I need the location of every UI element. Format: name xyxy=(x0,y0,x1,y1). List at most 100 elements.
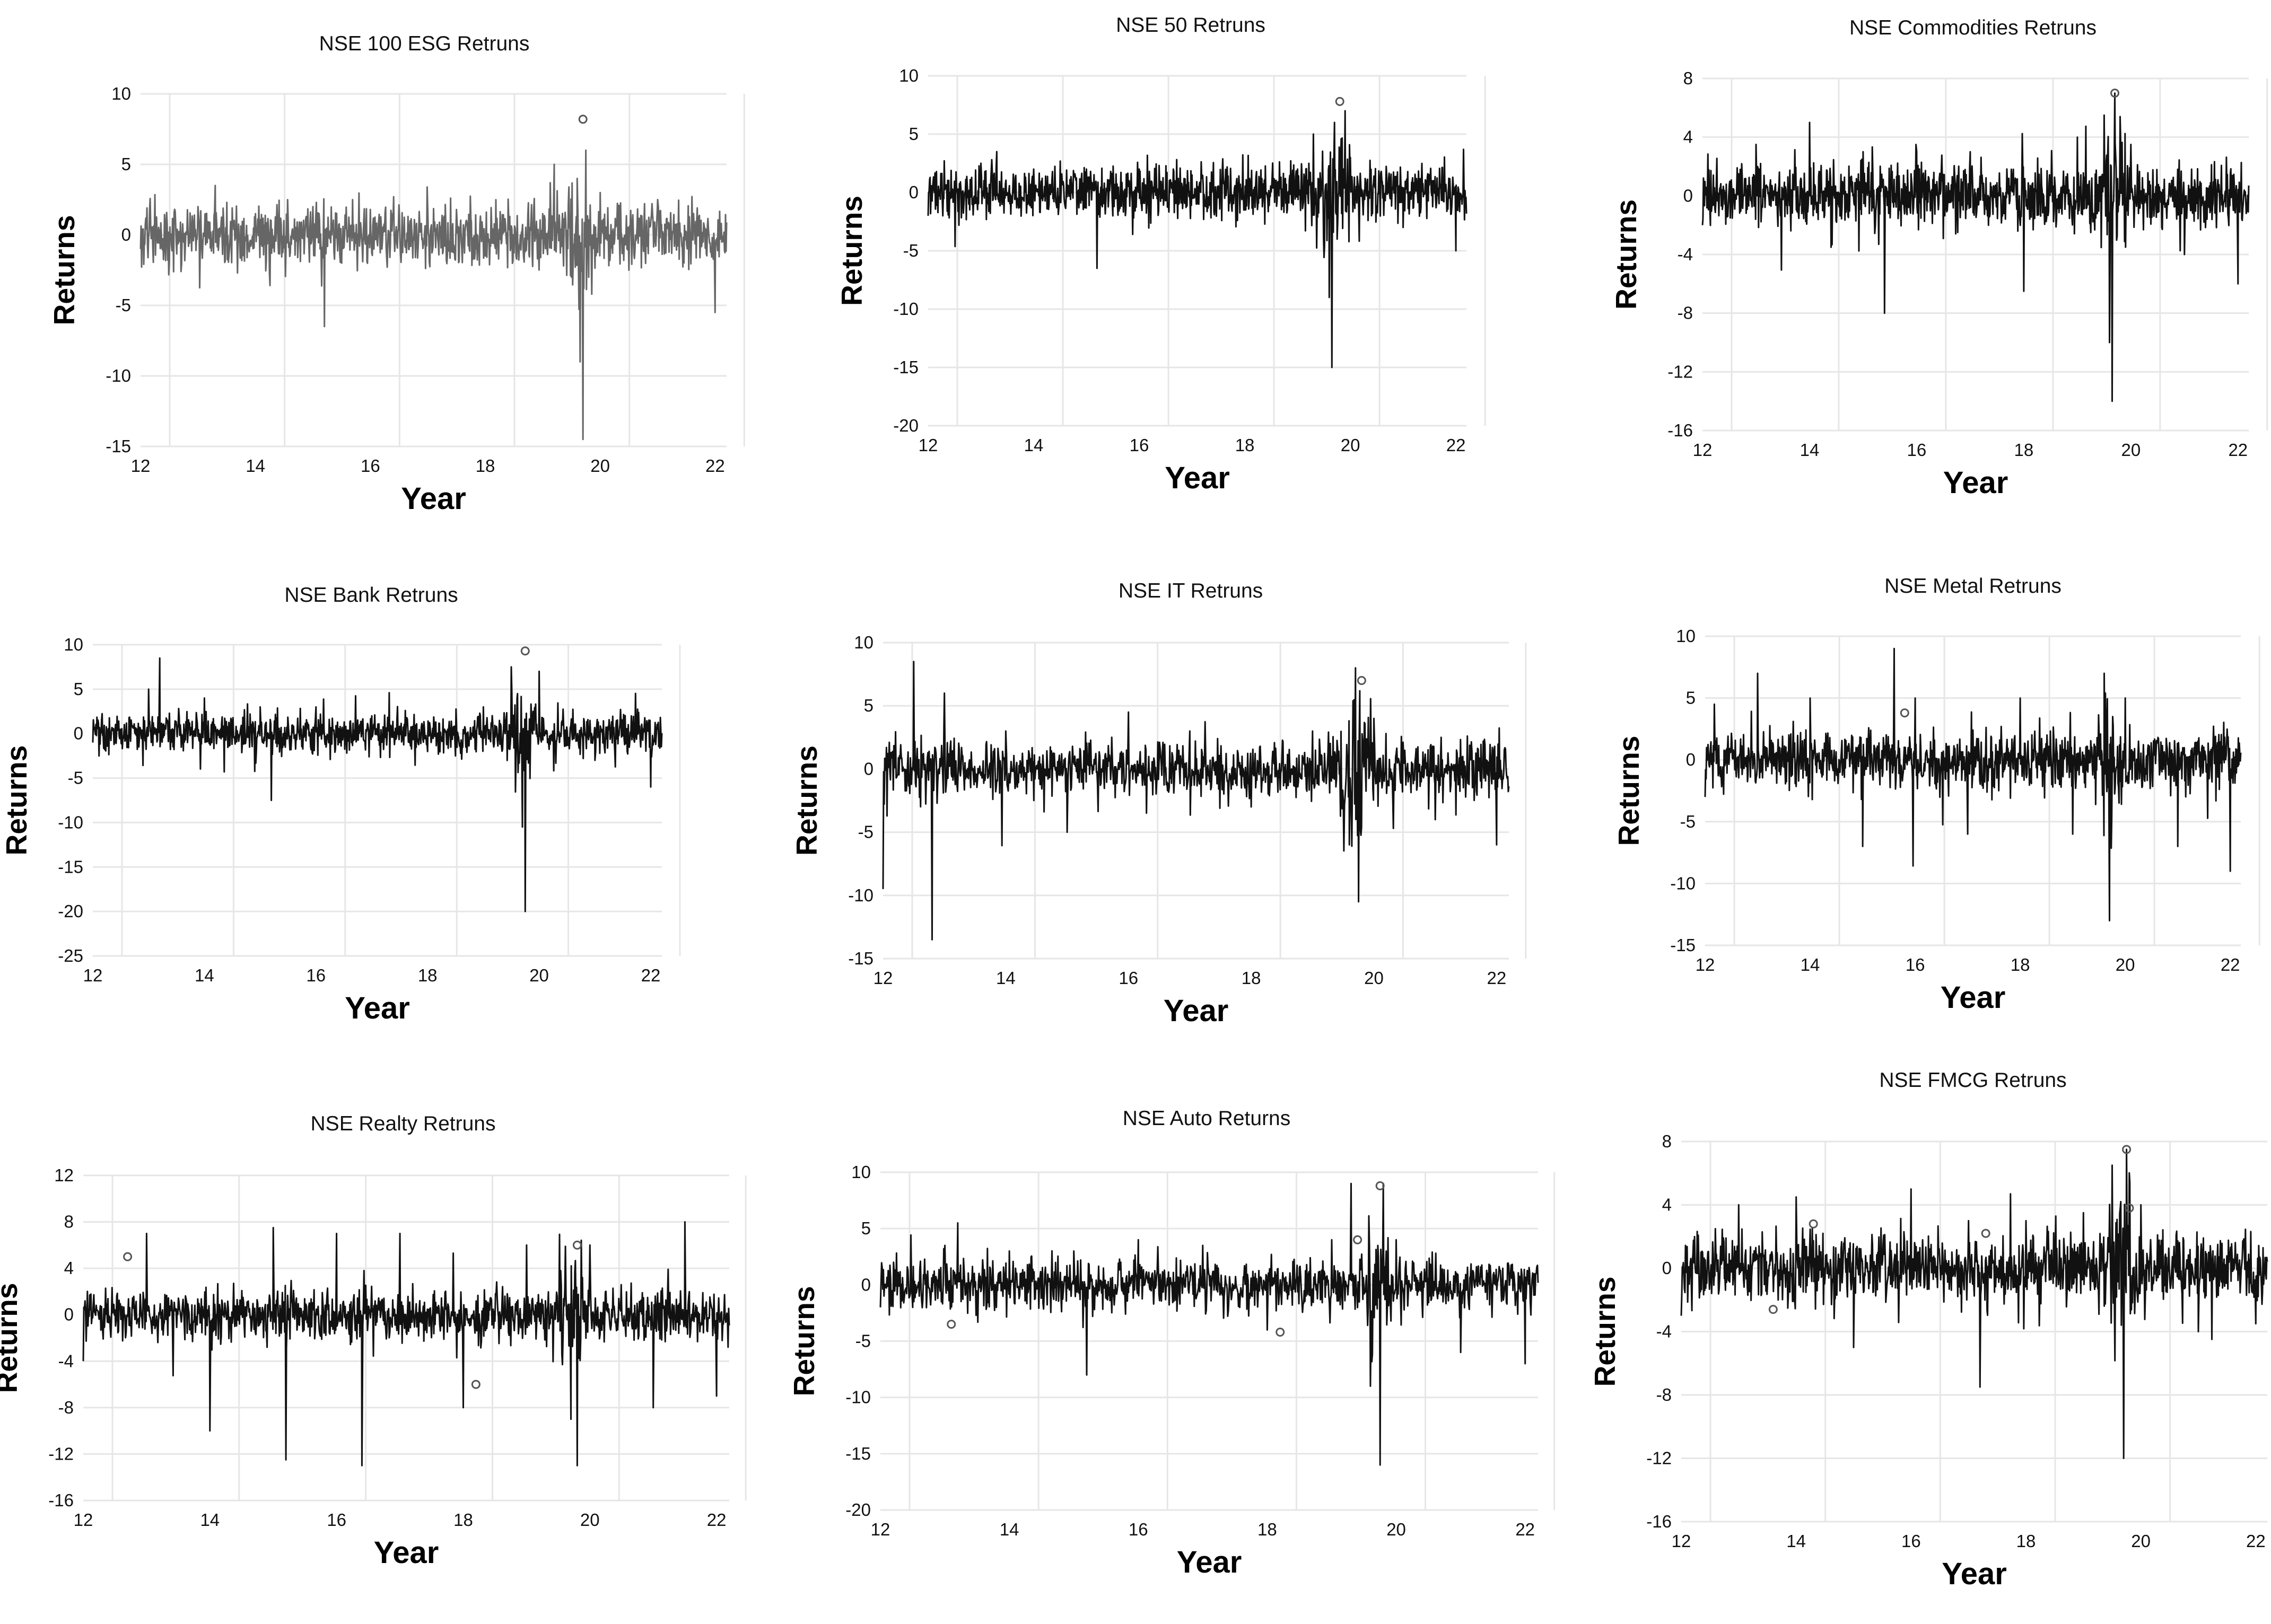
y-tick-label: -15 xyxy=(848,949,874,968)
y-tick-label: -10 xyxy=(845,1388,871,1407)
x-tick-label: 16 xyxy=(361,456,380,476)
x-tick-label: 22 xyxy=(1446,435,1466,455)
y-tick-label: 4 xyxy=(1662,1195,1672,1215)
y-tick-label: -5 xyxy=(116,295,131,315)
y-tick-label: -12 xyxy=(1667,362,1693,381)
x-tick-label: 20 xyxy=(1386,1520,1406,1539)
y-tick-label: -15 xyxy=(893,357,919,377)
y-axis-label: Returns xyxy=(48,215,81,326)
y-tick-label: -10 xyxy=(893,299,919,319)
y-tick-label: 0 xyxy=(861,1275,871,1294)
outlier-marker xyxy=(1981,1228,1990,1238)
y-tick-label: -10 xyxy=(848,885,874,905)
x-tick-label: 22 xyxy=(1515,1520,1535,1539)
y-tick-label: -5 xyxy=(858,822,874,842)
returns-series-line xyxy=(1680,1148,2268,1459)
x-tick-label: 22 xyxy=(707,1510,727,1530)
returns-series-line xyxy=(882,661,1510,941)
y-tick-label: -4 xyxy=(1678,244,1693,264)
y-tick-label: 5 xyxy=(74,679,83,699)
y-tick-label: 0 xyxy=(1683,186,1693,205)
x-tick-label: 16 xyxy=(327,1510,346,1530)
y-tick-label: -20 xyxy=(58,901,83,921)
y-tick-label: -8 xyxy=(1656,1385,1672,1404)
chart-title: NSE 50 Retruns xyxy=(1116,14,1265,37)
chart-title: NSE 100 ESG Retruns xyxy=(319,32,530,55)
x-tick-label: 18 xyxy=(2011,955,2030,975)
y-tick-label: -16 xyxy=(48,1490,74,1510)
outlier-marker xyxy=(572,1240,582,1250)
y-tick-label: -4 xyxy=(58,1351,74,1371)
y-tick-label: -10 xyxy=(106,366,131,385)
y-tick-label: -15 xyxy=(106,436,131,456)
y-tick-label: -5 xyxy=(68,768,83,788)
outlier-marker xyxy=(1335,96,1344,106)
y-axis-label: Returns xyxy=(835,196,868,306)
returns-series-line xyxy=(82,1221,730,1467)
x-tick-label: 12 xyxy=(1672,1531,1691,1551)
x-tick-label: 16 xyxy=(1901,1531,1921,1551)
x-tick-label: 20 xyxy=(1364,968,1384,988)
x-axis-label: Year xyxy=(401,481,466,516)
x-tick-label: 22 xyxy=(641,965,661,985)
x-tick-label: 22 xyxy=(2221,955,2240,975)
y-tick-label: -10 xyxy=(1670,873,1696,893)
chart-title: NSE Realty Retruns xyxy=(311,1112,496,1135)
x-tick-label: 20 xyxy=(2131,1531,2151,1551)
outlier-marker xyxy=(578,115,588,124)
y-axis-label: Returns xyxy=(788,1286,820,1397)
y-tick-label: 5 xyxy=(864,696,874,715)
chart-title: NSE FMCG Retruns xyxy=(1879,1069,2066,1092)
x-tick-label: 16 xyxy=(1130,435,1149,455)
x-tick-label: 12 xyxy=(919,435,938,455)
y-axis-label: Returns xyxy=(1612,736,1645,846)
y-tick-label: 5 xyxy=(909,124,919,144)
y-tick-label: -16 xyxy=(1667,420,1693,440)
y-tick-label: -8 xyxy=(58,1398,74,1417)
outlier-marker xyxy=(1900,708,1909,718)
x-axis-label: Year xyxy=(1177,1545,1242,1579)
y-tick-label: 0 xyxy=(64,1305,74,1324)
y-tick-label: 0 xyxy=(864,759,874,778)
x-tick-label: 20 xyxy=(2116,955,2135,975)
y-tick-label: 8 xyxy=(64,1212,74,1232)
x-tick-label: 12 xyxy=(83,965,103,985)
outlier-marker xyxy=(2125,1203,2134,1213)
outlier-marker xyxy=(1353,1235,1362,1244)
y-tick-label: -5 xyxy=(903,241,919,260)
outlier-marker xyxy=(1375,1181,1385,1190)
y-tick-label: 0 xyxy=(909,182,919,202)
y-tick-label: -15 xyxy=(58,857,83,876)
x-tick-label: 14 xyxy=(1800,440,1820,460)
x-tick-label: 14 xyxy=(246,456,265,476)
x-tick-label: 12 xyxy=(74,1510,93,1530)
x-tick-label: 14 xyxy=(1801,955,1820,975)
y-tick-label: -5 xyxy=(855,1331,871,1351)
x-tick-label: 20 xyxy=(529,965,549,985)
chart-title: NSE IT Retruns xyxy=(1119,580,1263,602)
x-tick-label: 14 xyxy=(1000,1520,1019,1539)
returns-series-line xyxy=(92,657,663,912)
x-tick-label: 14 xyxy=(195,965,214,985)
y-tick-label: 8 xyxy=(1662,1131,1672,1151)
y-tick-label: 12 xyxy=(54,1165,74,1185)
x-tick-label: 18 xyxy=(2016,1531,2036,1551)
y-tick-label: 10 xyxy=(851,1162,871,1182)
x-axis-label: Year xyxy=(1942,1557,2007,1591)
x-tick-label: 18 xyxy=(1242,968,1261,988)
x-tick-label: 20 xyxy=(580,1510,600,1530)
x-axis-label: Year xyxy=(374,1535,439,1570)
x-tick-label: 22 xyxy=(1487,968,1507,988)
y-tick-label: 10 xyxy=(64,635,83,654)
x-tick-label: 12 xyxy=(1693,440,1713,460)
y-tick-label: -5 xyxy=(1680,812,1696,831)
y-tick-label: -10 xyxy=(58,812,83,832)
x-tick-label: 22 xyxy=(705,456,725,476)
